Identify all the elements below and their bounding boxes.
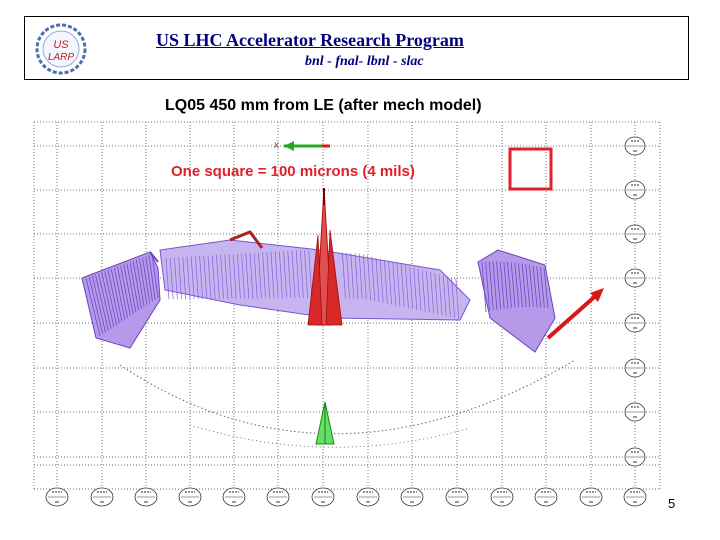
slide-title: LQ05 450 mm from LE (after mech model) <box>165 97 482 114</box>
nominal-arc <box>119 359 576 435</box>
axis-marker-label: x <box>274 140 279 151</box>
right-labels <box>624 136 646 467</box>
inner-arc <box>189 424 471 448</box>
green-spike-mesh <box>315 401 335 445</box>
logo-text-top: US <box>53 39 69 51</box>
program-subtitle: bnl - fnal- lbnl - slac <box>305 54 424 69</box>
logo-text-bottom: LARP <box>48 52 74 63</box>
left-block-mesh <box>81 251 161 349</box>
axis-marker: x <box>274 140 330 151</box>
red-spike-mesh <box>307 187 343 326</box>
header-box <box>24 16 689 80</box>
scale-note: One square = 100 microns (4 mils) <box>171 163 415 180</box>
program-title: US LHC Accelerator Research Program <box>156 30 464 50</box>
red-arrow <box>546 288 604 340</box>
us-larp-logo: US LARP <box>35 23 87 75</box>
bottom-labels <box>45 487 647 507</box>
reference-square <box>508 147 553 191</box>
right-block-mesh <box>477 249 556 353</box>
page-number: 5 <box>668 496 676 511</box>
